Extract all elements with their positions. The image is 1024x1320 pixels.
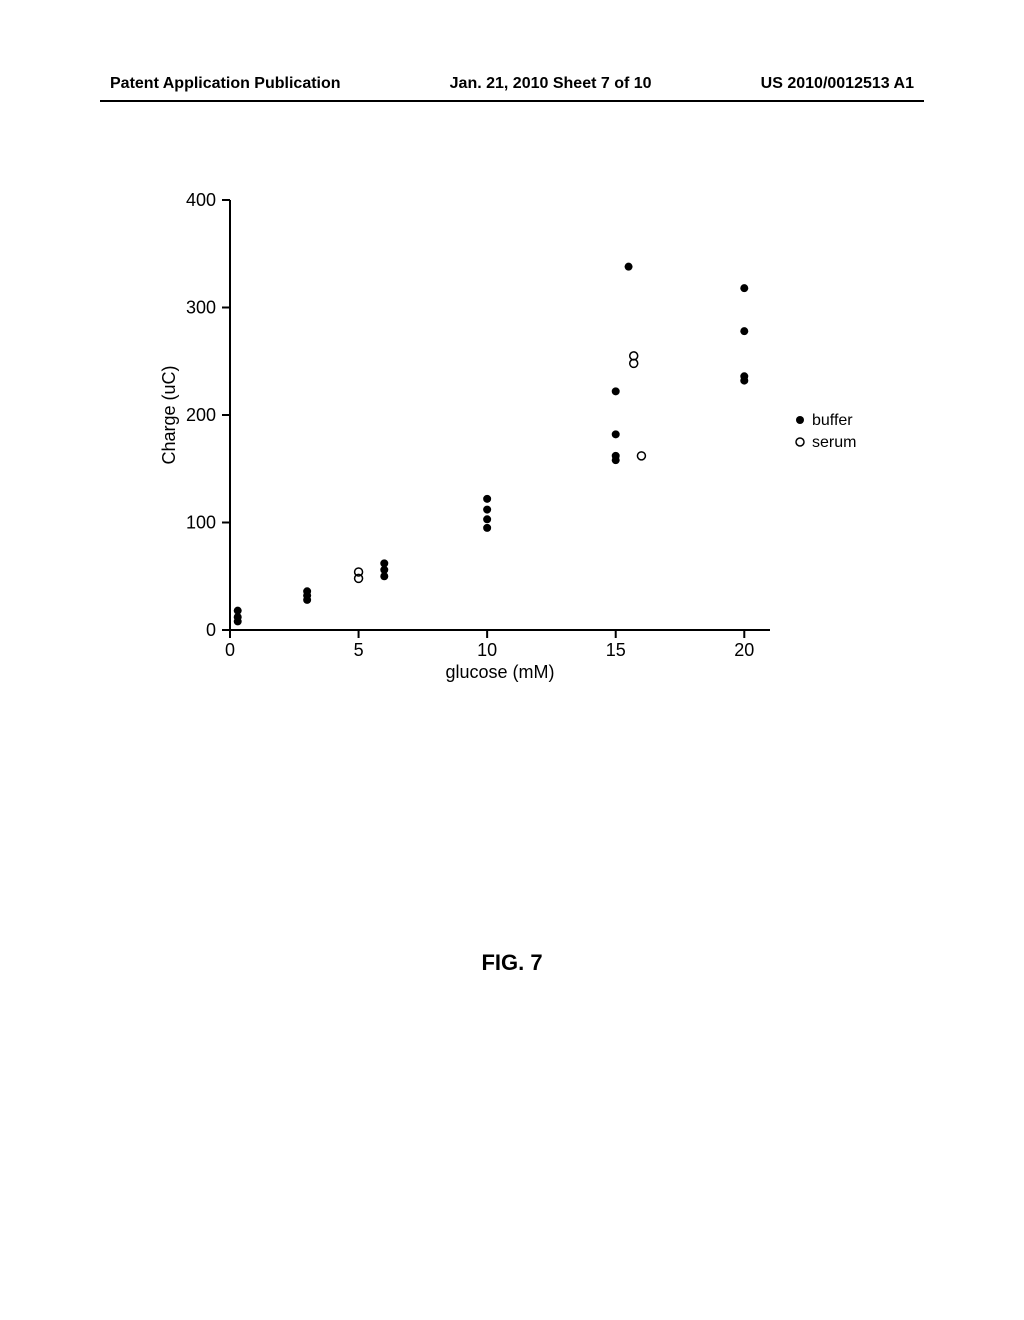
svg-text:10: 10 (477, 640, 497, 660)
svg-text:Charge (uC): Charge (uC) (159, 365, 179, 464)
scatter-chart: 0 100 200 300 400 0 5 10 15 20 glucose (mM) Charge … (150, 190, 900, 690)
header-center: Jan. 21, 2010 Sheet 7 of 10 (450, 75, 652, 93)
svg-text:0: 0 (225, 640, 235, 660)
header-left: Patent Application Publication (110, 75, 341, 93)
svg-text:serum: serum (812, 434, 856, 451)
header-right: US 2010/0012513 A1 (761, 75, 914, 93)
svg-text:0: 0 (206, 620, 216, 640)
svg-text:200: 200 (186, 405, 216, 425)
svg-text:glucose (mM): glucose (mM) (445, 662, 554, 682)
svg-text:100: 100 (186, 513, 216, 533)
svg-text:400: 400 (186, 190, 216, 210)
page-header: Patent Application Publication Jan. 21, … (0, 75, 1024, 93)
svg-text:20: 20 (734, 640, 754, 660)
chart-svg: 0 100 200 300 400 0 5 10 15 20 glucose (mM) Charge … (150, 190, 900, 690)
svg-text:300: 300 (186, 298, 216, 318)
svg-text:buffer: buffer (812, 412, 853, 429)
svg-text:15: 15 (606, 640, 626, 660)
header-divider (100, 100, 924, 102)
svg-text:5: 5 (354, 640, 364, 660)
figure-label: FIG. 7 (0, 950, 1024, 976)
